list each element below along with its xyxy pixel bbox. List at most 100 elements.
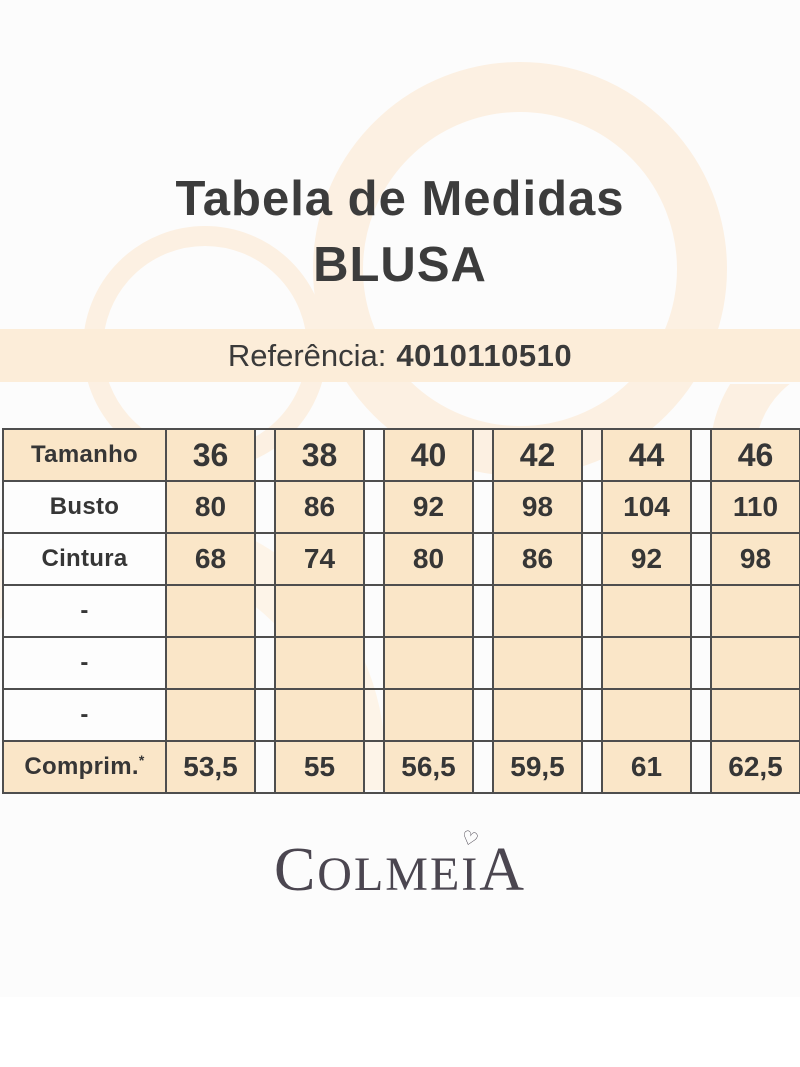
gap-spacer (254, 428, 276, 482)
size-table-row: Busto 80 86 92 98 104 110 (2, 480, 800, 534)
gap-spacer (363, 532, 385, 586)
reference-number: 4010110510 (396, 337, 573, 373)
gap-spacer (690, 740, 712, 794)
measure-cell (492, 688, 583, 742)
gap-spacer (581, 688, 603, 742)
gap-spacer (472, 584, 494, 638)
measure-cell (165, 636, 256, 690)
size-table-body: Tamanho 36 38 40 42 44 46 Busto 80 86 92 98 104 110 Ci… (2, 428, 800, 794)
measure-cell: 104 (601, 480, 692, 534)
gap-spacer (363, 428, 385, 482)
measure-cell: 80 (165, 480, 256, 534)
page-title-line2: BLUSA (313, 238, 487, 292)
measure-cell (274, 636, 365, 690)
brand-letter-i: ♡ I (459, 827, 481, 915)
brand-letters-mid: OLME (317, 848, 462, 901)
page-title: Tabela de Medidas BLUSA (0, 166, 800, 298)
gap-spacer (254, 532, 276, 586)
gap-spacer (363, 636, 385, 690)
measure-cell (601, 636, 692, 690)
measure-cell: 80 (383, 532, 474, 586)
gap-spacer (472, 688, 494, 742)
brand-logo: COLME ♡ IA (0, 827, 800, 910)
gap-spacer (581, 532, 603, 586)
gap-spacer (363, 480, 385, 534)
size-table-row: - (2, 688, 800, 742)
measure-cell (274, 584, 365, 638)
size-table-header-row: Tamanho 36 38 40 42 44 46 (2, 428, 800, 482)
size-header-cell: 38 (274, 428, 365, 482)
brand-letter-first: C (273, 836, 318, 904)
gap-spacer (254, 584, 276, 638)
gap-spacer (472, 480, 494, 534)
measure-cell: 59,5 (492, 740, 583, 794)
measure-cell: 86 (274, 480, 365, 534)
gap-spacer (581, 740, 603, 794)
measure-cell (383, 636, 474, 690)
row-label: - (2, 636, 167, 690)
page-title-line1: Tabela de Medidas (175, 172, 625, 226)
size-table-row: Cintura 68 74 80 86 92 98 (2, 532, 800, 586)
gap-spacer (690, 584, 712, 638)
measure-cell: 98 (492, 480, 583, 534)
size-header-cell: 36 (165, 428, 256, 482)
measure-cell: 68 (165, 532, 256, 586)
reference-banner: Referência: 4010110510 (0, 329, 800, 382)
measure-cell: 55 (274, 740, 365, 794)
gap-spacer (472, 428, 494, 482)
gap-spacer (581, 480, 603, 534)
gap-spacer (363, 584, 385, 638)
gap-spacer (690, 636, 712, 690)
measure-cell: 92 (383, 480, 474, 534)
gap-spacer (363, 688, 385, 742)
row-label: - (2, 688, 167, 742)
measure-cell (710, 584, 800, 638)
gap-spacer (690, 688, 712, 742)
gap-spacer (363, 740, 385, 794)
reference-label: Referência: (227, 337, 387, 373)
measure-cell (274, 688, 365, 742)
size-header-cell: 46 (710, 428, 800, 482)
size-header-cell: 42 (492, 428, 583, 482)
gap-spacer (581, 584, 603, 638)
measure-cell: 62,5 (710, 740, 800, 794)
size-header-cell: 44 (601, 428, 692, 482)
measure-cell (383, 688, 474, 742)
brand-letter-i-glyph: I (461, 848, 480, 901)
measure-cell: 98 (710, 532, 800, 586)
gap-spacer (472, 532, 494, 586)
size-table-row: - (2, 636, 800, 690)
gap-spacer (472, 636, 494, 690)
size-header-cell: 40 (383, 428, 474, 482)
row-label: Comprim.* (2, 740, 167, 794)
gap-spacer (581, 428, 603, 482)
gap-spacer (690, 428, 712, 482)
size-table-row: Comprim.* 53,5 55 56,5 59,5 61 62,5 (2, 740, 800, 794)
measure-cell: 92 (601, 532, 692, 586)
measure-cell: 74 (274, 532, 365, 586)
gap-spacer (690, 480, 712, 534)
measure-cell: 86 (492, 532, 583, 586)
gap-spacer (472, 740, 494, 794)
measure-cell: 53,5 (165, 740, 256, 794)
brand-letter-last: A (479, 836, 527, 904)
gap-spacer (254, 636, 276, 690)
gap-spacer (254, 740, 276, 794)
gap-spacer (690, 532, 712, 586)
measure-cell (492, 636, 583, 690)
measure-cell (601, 688, 692, 742)
measure-cell: 110 (710, 480, 800, 534)
measure-cell (710, 636, 800, 690)
gap-spacer (254, 480, 276, 534)
gap-spacer (254, 688, 276, 742)
size-table-row: - (2, 584, 800, 638)
measure-cell (492, 584, 583, 638)
row-label: - (2, 584, 167, 638)
measure-cell (165, 688, 256, 742)
footnote-asterisk: * (138, 752, 145, 768)
gap-spacer (581, 636, 603, 690)
row-label: Busto (2, 480, 167, 534)
measure-cell (710, 688, 800, 742)
measure-cell (383, 584, 474, 638)
